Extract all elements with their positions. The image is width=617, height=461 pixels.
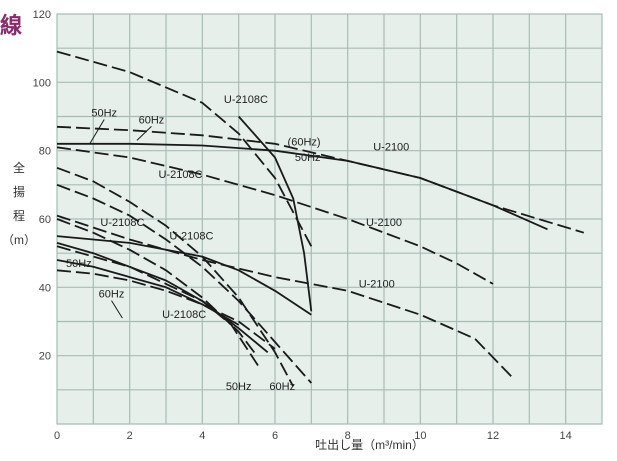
series-line bbox=[56, 166, 294, 387]
x-axis-label: 吐出し量（m³/min） bbox=[315, 438, 424, 452]
annotation-leader bbox=[136, 125, 152, 141]
annotation-label: 60Hz bbox=[99, 289, 125, 301]
annotation-label: U-2108C bbox=[159, 169, 203, 181]
series-line bbox=[56, 242, 269, 353]
y-axis-label: （m） bbox=[2, 233, 36, 247]
y-tick-label: 60 bbox=[39, 214, 51, 226]
annotation-label: (60Hz) bbox=[288, 137, 321, 149]
x-tick-label: 0 bbox=[54, 430, 60, 442]
x-tick-label: 2 bbox=[127, 430, 133, 442]
series-line bbox=[238, 115, 313, 312]
y-tick-label: 120 bbox=[33, 9, 51, 21]
y-axis-label: 全 bbox=[13, 160, 25, 175]
annotation-label: 60Hz bbox=[269, 381, 295, 393]
annotation-label: 50Hz bbox=[295, 152, 321, 164]
x-tick-label: 8 bbox=[345, 430, 351, 442]
series-line bbox=[56, 146, 494, 285]
x-tick-label: 4 bbox=[199, 430, 205, 442]
annotation-leader bbox=[89, 119, 105, 145]
annotation-label: U-2100 bbox=[373, 142, 409, 154]
series-line bbox=[56, 218, 258, 357]
y-tick-label: 40 bbox=[39, 282, 51, 294]
series-line bbox=[56, 50, 313, 247]
x-tick-label: 6 bbox=[272, 430, 278, 442]
series-line bbox=[57, 142, 548, 231]
y-tick-label: 20 bbox=[39, 351, 51, 363]
series-line bbox=[56, 245, 262, 370]
annotation-label: 60Hz bbox=[139, 114, 165, 126]
y-axis-label: 程 bbox=[13, 208, 25, 223]
y-tick-label: 100 bbox=[33, 77, 51, 89]
x-tick-label: 12 bbox=[487, 430, 499, 442]
series-line bbox=[56, 125, 585, 234]
y-axis-label: 揚 bbox=[13, 185, 25, 199]
annotation-label: U-2100 bbox=[359, 278, 395, 290]
y-tick-label: 80 bbox=[39, 146, 51, 158]
chart-title: 線 bbox=[0, 14, 23, 39]
annotation-label: U-2108C bbox=[162, 309, 206, 321]
annotation-label: U-2108C bbox=[169, 231, 213, 243]
series-line bbox=[56, 269, 276, 350]
series-line bbox=[56, 235, 312, 316]
x-tick-label: 14 bbox=[560, 430, 572, 442]
series-line bbox=[56, 214, 512, 377]
annotation-label: U-2108C bbox=[224, 94, 268, 106]
annotation-label: U-2108C bbox=[100, 217, 144, 229]
annotation-label: 50Hz bbox=[91, 108, 117, 120]
annotation-label: U-2100 bbox=[366, 217, 402, 229]
annotation-label: 50Hz bbox=[226, 381, 252, 393]
annotation-leader bbox=[111, 300, 123, 319]
x-tick-label: 10 bbox=[414, 430, 426, 442]
annotation-label: 50Hz bbox=[66, 258, 92, 270]
